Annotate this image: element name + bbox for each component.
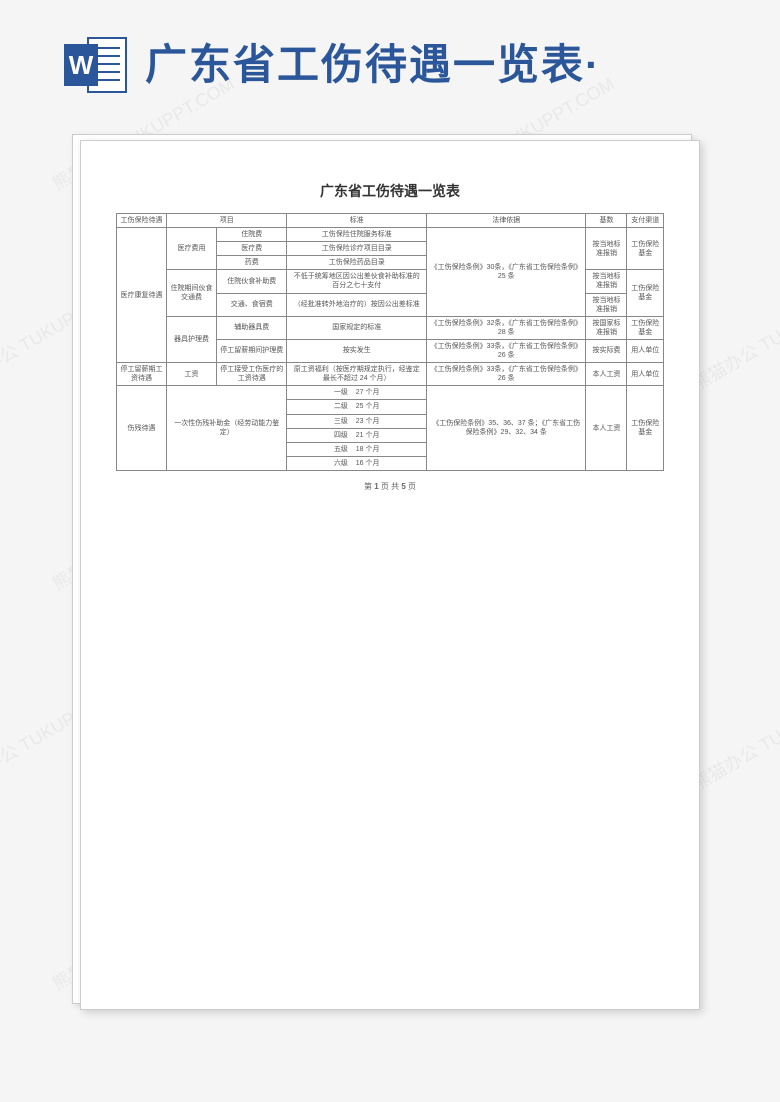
th: 基数 bbox=[586, 214, 627, 228]
cell: 三级 23 个月 bbox=[287, 414, 427, 428]
table-row: 医疗康复待遇 医疗费用 住院费 工伤保险住院服务标准 《工伤保险条例》30条，《… bbox=[117, 228, 664, 242]
cell: 辅助器具费 bbox=[216, 316, 286, 339]
cell: 一次性伤残补助金（经劳动能力鉴定） bbox=[166, 386, 286, 471]
document-preview: 广东省工伤待遇一览表 工伤保险待遇 项目 标准 法律依据 基数 支付渠道 医疗康… bbox=[80, 140, 700, 1010]
cell: 停工接受工伤医疗的工资待遇 bbox=[216, 363, 286, 386]
cell: 《工伤保险条例》33条，《广东省工伤保险条例》26 条 bbox=[426, 339, 586, 362]
cell: 住院期间伙食交通费 bbox=[166, 270, 216, 316]
page-front: 广东省工伤待遇一览表 工伤保险待遇 项目 标准 法律依据 基数 支付渠道 医疗康… bbox=[80, 140, 700, 1010]
th: 支付渠道 bbox=[627, 214, 664, 228]
th: 项目 bbox=[166, 214, 286, 228]
cell: 医疗康复待遇 bbox=[117, 228, 167, 363]
cell: 医疗费 bbox=[216, 242, 286, 256]
cell: 伤残待遇 bbox=[117, 386, 167, 471]
cell: 工资 bbox=[166, 363, 216, 386]
cell: 四级 21 个月 bbox=[287, 428, 427, 442]
svg-text:W: W bbox=[69, 50, 94, 80]
cell: 用人单位 bbox=[627, 339, 664, 362]
cell: （经批准转外地治疗的）按因公出差标准 bbox=[287, 293, 427, 316]
cell: 停工留薪期间护理费 bbox=[216, 339, 286, 362]
cell: 住院费 bbox=[216, 228, 286, 242]
th: 标准 bbox=[287, 214, 427, 228]
cell: 《工伤保险条例》30条，《广东省工伤保险条例》25 条 bbox=[426, 228, 586, 317]
cell: 工伤保险药品目录 bbox=[287, 256, 427, 270]
cell: 本人工资 bbox=[586, 386, 627, 471]
cell: 一级 27 个月 bbox=[287, 386, 427, 400]
cell: 不低于统筹地区因公出差伙食补助标准的百分之七十支付 bbox=[287, 270, 427, 293]
document-title: 广东省工伤待遇一览表 bbox=[116, 181, 664, 201]
cell: 医疗费用 bbox=[166, 228, 216, 270]
cell: 国家规定的标准 bbox=[287, 316, 427, 339]
cell: 住院伙食补助费 bbox=[216, 270, 286, 293]
cell: 按实际费 bbox=[586, 339, 627, 362]
table-row: 伤残待遇 一次性伤残补助金（经劳动能力鉴定） 一级 27 个月 《工伤保险条例》… bbox=[117, 386, 664, 400]
cell: 六级 16 个月 bbox=[287, 456, 427, 470]
th: 法律依据 bbox=[426, 214, 586, 228]
cell: 五级 18 个月 bbox=[287, 442, 427, 456]
cell: 按实发生 bbox=[287, 339, 427, 362]
cell: 器具护理费 bbox=[166, 316, 216, 362]
cell: 按当地标准报销 bbox=[586, 293, 627, 316]
cell: 《工伤保险条例》33条，《广东省工伤保险条例》26 条 bbox=[426, 363, 586, 386]
cell: 工伤保险基金 bbox=[627, 316, 664, 339]
cell: 停工留薪期工资待遇 bbox=[117, 363, 167, 386]
cell: 交通、食宿费 bbox=[216, 293, 286, 316]
cell: 按国家标准报销 bbox=[586, 316, 627, 339]
header-title: 广东省工伤待遇一览表· bbox=[145, 41, 601, 89]
cell: 二级 25 个月 bbox=[287, 400, 427, 414]
table-row: 停工留薪期工资待遇 工资 停工接受工伤医疗的工资待遇 原工资福利（按医疗期规定执… bbox=[117, 363, 664, 386]
cell: 药费 bbox=[216, 256, 286, 270]
th: 工伤保险待遇 bbox=[117, 214, 167, 228]
cell: 《工伤保险条例》32条，《广东省工伤保险条例》28 条 bbox=[426, 316, 586, 339]
cell: 工伤保险基金 bbox=[627, 228, 664, 270]
benefits-table: 工伤保险待遇 项目 标准 法律依据 基数 支付渠道 医疗康复待遇 医疗费用 住院… bbox=[116, 213, 664, 471]
watermark-text: 熊猫办公 TUKUPPT.COM bbox=[687, 270, 780, 396]
cell: 《工伤保险条例》35、36、37 条；《广东省工伤保险条例》29、32、34 条 bbox=[426, 386, 586, 471]
page-header: W 广东省工伤待遇一览表· bbox=[0, 0, 780, 110]
cell: 工伤保险基金 bbox=[627, 386, 664, 471]
watermark-text: 熊猫办公 TUKUPPT.COM bbox=[687, 670, 780, 796]
cell: 工伤保险诊疗项目目录 bbox=[287, 242, 427, 256]
cell: 用人单位 bbox=[627, 363, 664, 386]
cell: 本人工资 bbox=[586, 363, 627, 386]
cell: 按当地标准报销 bbox=[586, 270, 627, 293]
cell: 按当地标准报销 bbox=[586, 228, 627, 270]
cell: 原工资福利（按医疗期规定执行，经鉴定最长不超过 24 个月） bbox=[287, 363, 427, 386]
page-number: 第 1 页 共 5 页 bbox=[116, 481, 664, 492]
cell: 工伤保险住院服务标准 bbox=[287, 228, 427, 242]
word-icon: W bbox=[60, 30, 130, 100]
table-row: 器具护理费 辅助器具费 国家规定的标准 《工伤保险条例》32条，《广东省工伤保险… bbox=[117, 316, 664, 339]
cell: 工伤保险基金 bbox=[627, 270, 664, 316]
table-header-row: 工伤保险待遇 项目 标准 法律依据 基数 支付渠道 bbox=[117, 214, 664, 228]
